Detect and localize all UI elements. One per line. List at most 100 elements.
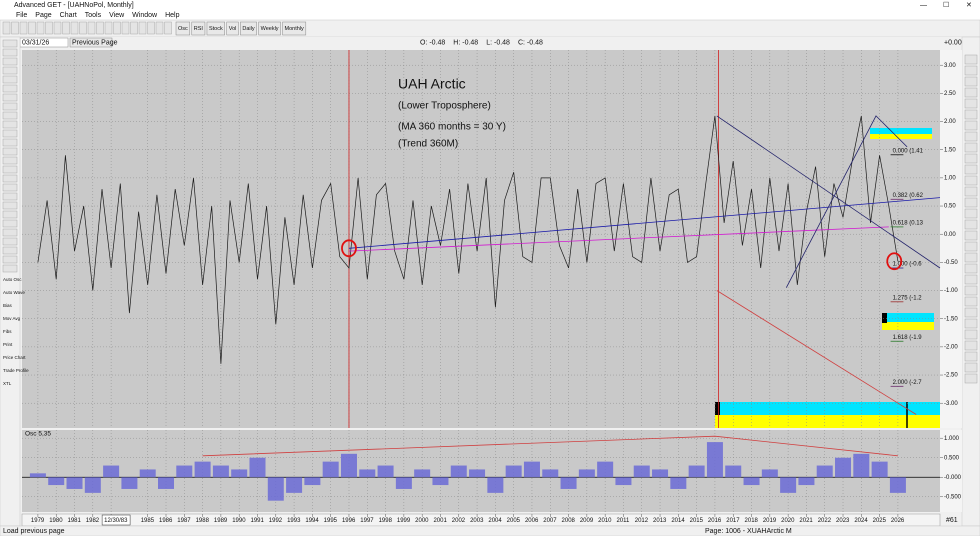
- tool-icon[interactable]: [2, 75, 18, 84]
- tool-icon[interactable]: [2, 246, 18, 255]
- menu-item[interactable]: Page: [35, 12, 51, 19]
- left-tool[interactable]: Bias: [3, 303, 13, 308]
- menu-item[interactable]: Window: [132, 12, 158, 19]
- tool-icon[interactable]: [2, 39, 18, 48]
- tool-icon[interactable]: [964, 131, 978, 142]
- menu-item[interactable]: Tools: [85, 12, 102, 19]
- toolbar-button[interactable]: [226, 21, 239, 36]
- tool-icon[interactable]: [36, 21, 45, 35]
- tool-icon[interactable]: [2, 147, 18, 156]
- tool-icon[interactable]: [2, 174, 18, 183]
- tool-icon[interactable]: [964, 329, 978, 340]
- tool-icon[interactable]: [964, 318, 978, 329]
- toolbar-button[interactable]: [175, 21, 191, 36]
- tool-icon[interactable]: [70, 21, 79, 35]
- tool-icon[interactable]: [2, 255, 18, 264]
- tool-icon[interactable]: [164, 21, 172, 35]
- tool-icon[interactable]: [964, 263, 978, 274]
- left-tool[interactable]: XTL: [3, 381, 12, 386]
- tool-icon[interactable]: [964, 76, 978, 87]
- tool-icon[interactable]: [2, 120, 18, 129]
- tool-icon[interactable]: [138, 21, 147, 35]
- tool-icon[interactable]: [87, 21, 96, 35]
- left-tool[interactable]: Auto Wave: [3, 290, 25, 295]
- tool-icon[interactable]: [2, 111, 18, 120]
- menu-item[interactable]: View: [109, 12, 125, 19]
- tool-icon[interactable]: [2, 156, 18, 165]
- tool-icon[interactable]: [2, 102, 18, 111]
- tool-icon[interactable]: [964, 65, 978, 76]
- menu-item[interactable]: Help: [165, 12, 180, 19]
- previous-page-button[interactable]: [69, 37, 113, 48]
- toolbar-button[interactable]: [206, 21, 225, 36]
- left-tool[interactable]: Trade Profile: [3, 368, 29, 373]
- tool-icon[interactable]: [964, 197, 978, 208]
- tool-icon[interactable]: [2, 210, 18, 219]
- left-tool[interactable]: Print: [3, 342, 13, 347]
- tool-icon[interactable]: [2, 228, 18, 237]
- toolbar-button[interactable]: [258, 21, 281, 36]
- tool-icon[interactable]: [964, 98, 978, 109]
- tool-icon[interactable]: [2, 219, 18, 228]
- toolbar-button[interactable]: [191, 21, 206, 36]
- tool-icon[interactable]: [964, 296, 978, 307]
- tool-icon[interactable]: [19, 21, 28, 35]
- tool-icon[interactable]: [2, 48, 18, 57]
- tool-icon[interactable]: [964, 54, 978, 65]
- tool-icon[interactable]: [130, 21, 138, 35]
- tool-icon[interactable]: [2, 129, 18, 138]
- tool-icon[interactable]: [964, 252, 978, 263]
- tool-icon[interactable]: [2, 237, 18, 246]
- tool-icon[interactable]: [96, 21, 104, 35]
- tool-icon[interactable]: [2, 165, 18, 174]
- tool-icon[interactable]: [53, 21, 62, 35]
- tool-icon[interactable]: [2, 138, 18, 147]
- tool-icon[interactable]: [964, 153, 978, 164]
- tool-icon[interactable]: [964, 186, 978, 197]
- left-tool[interactable]: Mov Avg: [3, 316, 21, 321]
- tool-icon[interactable]: [964, 340, 978, 351]
- tool-icon[interactable]: [964, 362, 978, 373]
- tool-icon[interactable]: [2, 192, 18, 201]
- tool-icon[interactable]: [964, 274, 978, 285]
- tool-icon[interactable]: [147, 21, 155, 35]
- tool-icon[interactable]: [964, 87, 978, 98]
- tool-icon[interactable]: [964, 219, 978, 230]
- tool-icon[interactable]: [964, 175, 978, 186]
- toolbar-button[interactable]: [240, 21, 257, 36]
- tool-icon[interactable]: [964, 373, 978, 384]
- close[interactable]: ✕: [966, 2, 972, 9]
- tool-icon[interactable]: [2, 57, 18, 66]
- tool-icon[interactable]: [2, 66, 18, 75]
- tool-icon[interactable]: [964, 351, 978, 362]
- left-tool[interactable]: Price Chart: [3, 355, 26, 360]
- toolbar-button[interactable]: [282, 21, 307, 36]
- tool-icon[interactable]: [2, 183, 18, 192]
- tool-icon[interactable]: [2, 21, 11, 35]
- menu-item[interactable]: File: [16, 12, 27, 19]
- left-tool[interactable]: Auto Osc: [3, 277, 22, 282]
- left-tool[interactable]: Fibs: [3, 329, 12, 334]
- tool-icon[interactable]: [104, 21, 113, 35]
- tool-icon[interactable]: [964, 208, 978, 219]
- tool-icon[interactable]: [45, 21, 53, 35]
- menu-item[interactable]: Chart: [60, 12, 77, 19]
- tool-icon[interactable]: [113, 21, 121, 35]
- tool-icon[interactable]: [62, 21, 70, 35]
- tool-icon[interactable]: [964, 307, 978, 318]
- tool-icon[interactable]: [964, 109, 978, 120]
- tool-icon[interactable]: [964, 285, 978, 296]
- tool-icon[interactable]: [2, 201, 18, 210]
- tool-icon[interactable]: [964, 120, 978, 131]
- tool-icon[interactable]: [964, 230, 978, 241]
- tool-icon[interactable]: [2, 93, 18, 102]
- tool-icon[interactable]: [2, 84, 18, 93]
- maximize[interactable]: ☐: [943, 1, 949, 9]
- tool-icon[interactable]: [155, 21, 164, 35]
- minimize[interactable]: —: [920, 2, 927, 9]
- tool-icon[interactable]: [28, 21, 36, 35]
- tool-icon[interactable]: [11, 21, 19, 35]
- tool-icon[interactable]: [121, 21, 130, 35]
- tool-icon[interactable]: [79, 21, 87, 35]
- tool-icon[interactable]: [2, 264, 18, 273]
